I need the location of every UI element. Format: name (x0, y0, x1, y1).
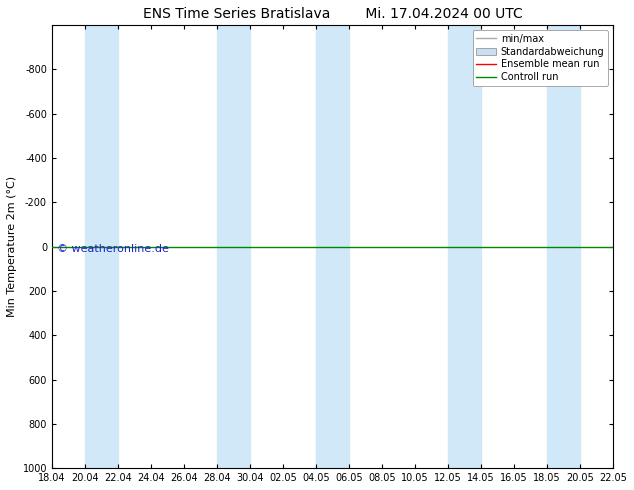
Title: ENS Time Series Bratislava        Mi. 17.04.2024 00 UTC: ENS Time Series Bratislava Mi. 17.04.202… (143, 7, 522, 21)
Legend: min/max, Standardabweichung, Ensemble mean run, Controll run: min/max, Standardabweichung, Ensemble me… (472, 30, 608, 86)
Y-axis label: Min Temperature 2m (°C): Min Temperature 2m (°C) (7, 176, 17, 317)
Text: © weatheronline.de: © weatheronline.de (58, 245, 169, 254)
Bar (547, 25, 580, 468)
Bar (316, 25, 349, 468)
Bar (448, 25, 481, 468)
Bar (85, 25, 118, 468)
Bar (217, 25, 250, 468)
